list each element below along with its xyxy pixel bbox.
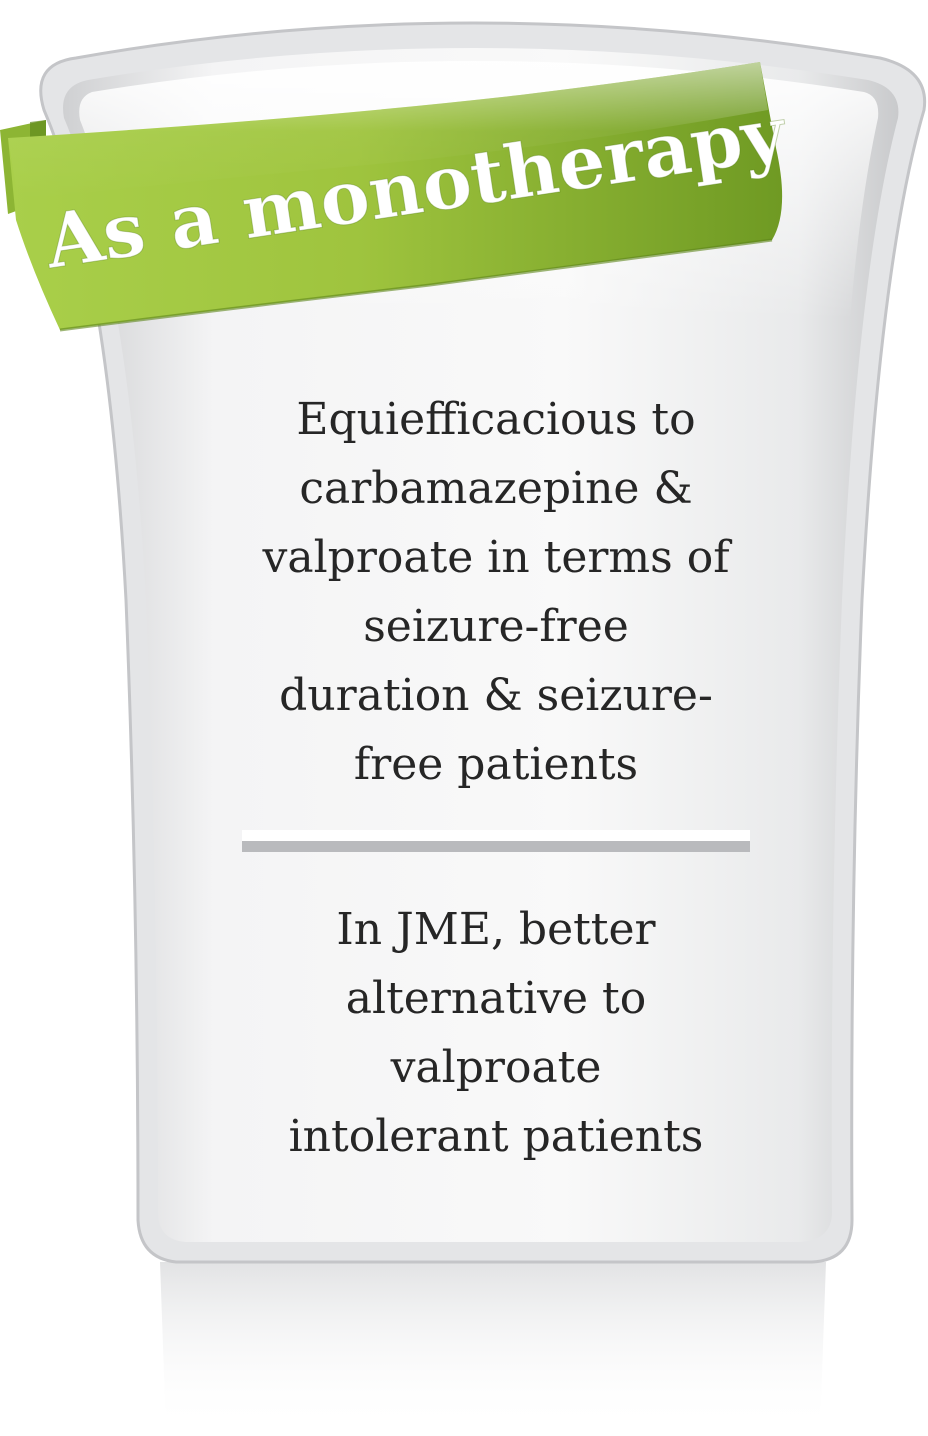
point-line: seizure-free [363, 601, 629, 652]
point-line: Equiefficacious to [296, 394, 696, 445]
ribbon-edge [59, 238, 773, 332]
point-equiefficacy: Equiefficacious to carbamazepine & valpr… [236, 385, 756, 799]
point-line: alternative to [345, 973, 647, 1024]
section-divider [242, 830, 750, 852]
point-line: free patients [353, 739, 639, 790]
ribbon-shine [8, 62, 768, 200]
card-panel [63, 48, 899, 1242]
point-line: valproate [390, 1042, 602, 1093]
point-line: duration & seizure- [279, 670, 713, 721]
point-line: valproate in terms of [262, 532, 730, 583]
point-line: carbamazepine & [299, 463, 693, 514]
point-jme-alternative: In JME, better alternative to valproate … [236, 895, 756, 1171]
point-line: intolerant patients [288, 1111, 704, 1162]
point-line: In JME, better [336, 904, 656, 955]
card-reflection [160, 1262, 826, 1430]
